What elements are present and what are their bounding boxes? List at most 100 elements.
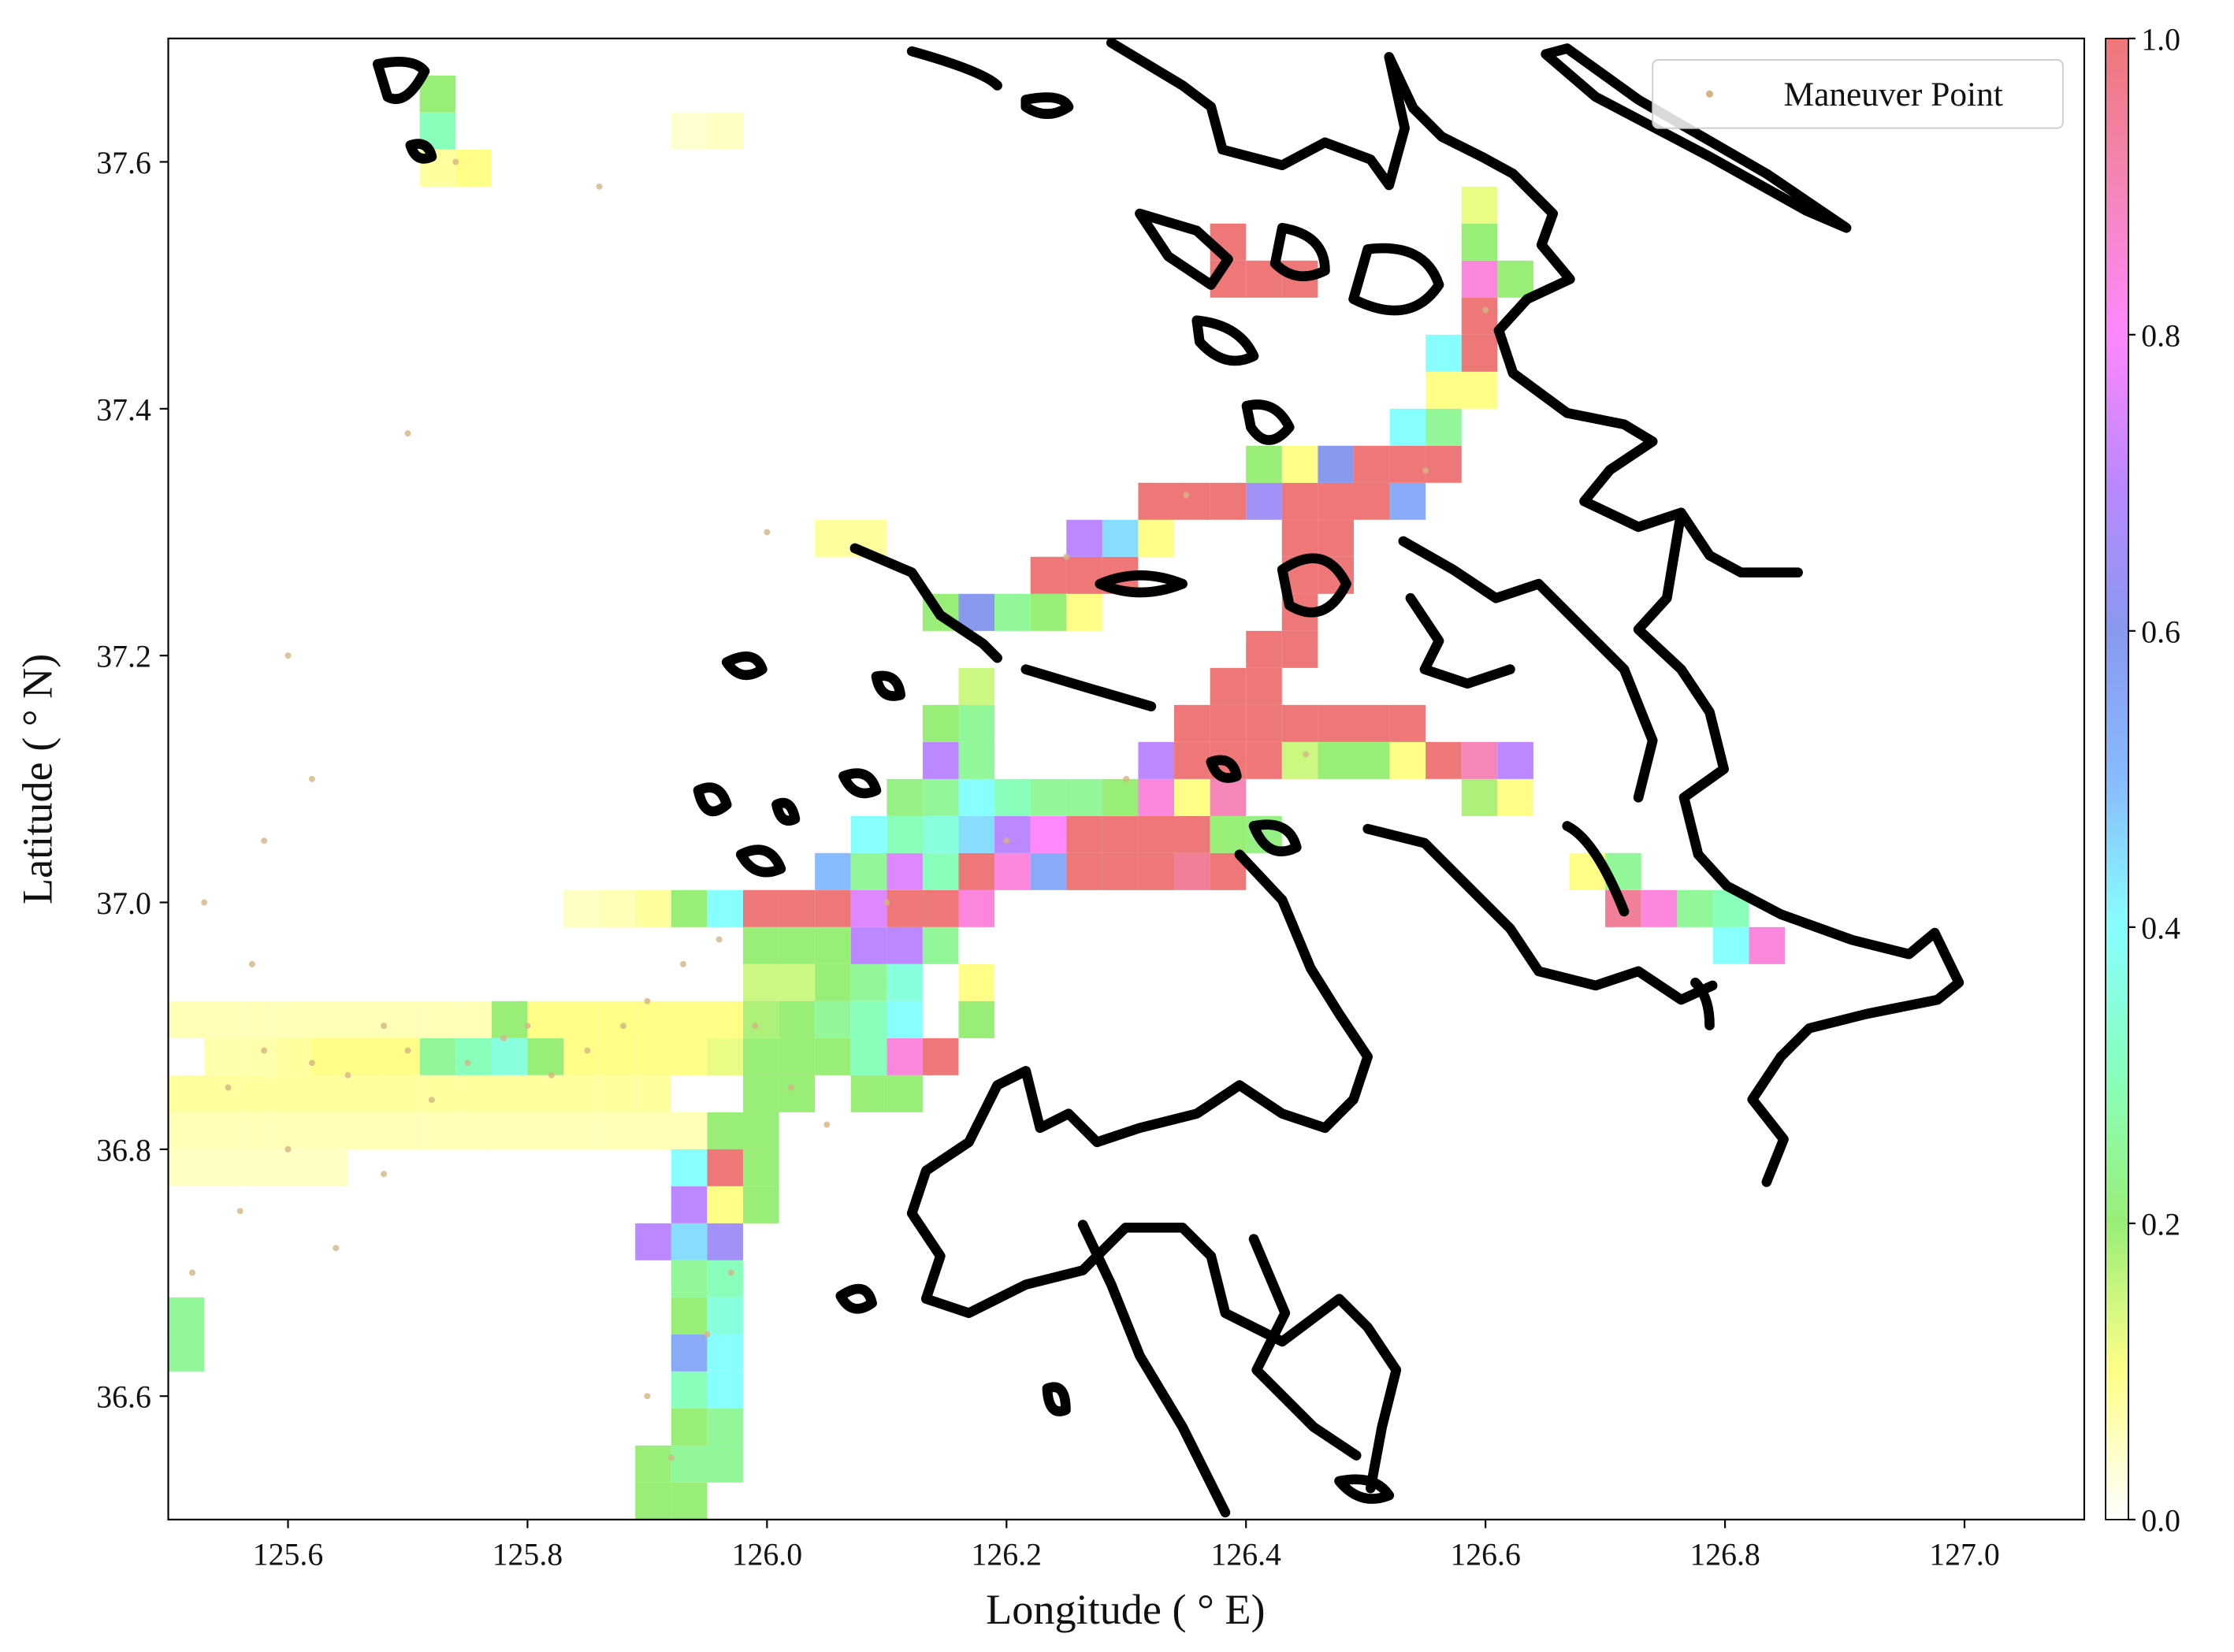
heat-cell: [1281, 741, 1318, 779]
heat-cell: [563, 1038, 600, 1075]
heat-cell: [1389, 445, 1426, 483]
heat-cell: [1712, 926, 1749, 964]
heat-cell: [1353, 445, 1390, 483]
maneuver-point: [764, 529, 771, 536]
heat-cell: [707, 1186, 743, 1223]
heat-cell: [994, 815, 1031, 853]
heat-cell: [348, 1112, 385, 1149]
heat-cell: [1066, 815, 1102, 853]
maneuver-point: [284, 1145, 292, 1153]
coastline: [849, 543, 1157, 711]
coastline: [1541, 43, 1852, 233]
heat-cell: [671, 1260, 708, 1297]
heat-cell: [707, 1000, 743, 1038]
heat-cell: [994, 852, 1031, 890]
heat-cell: [671, 1482, 708, 1520]
heat-cell: [958, 667, 995, 705]
coastline: [693, 652, 1302, 878]
y-tick-label: 37.2: [96, 640, 151, 674]
heat-cell: [419, 1112, 456, 1149]
heat-cell: [1497, 741, 1533, 779]
heat-cell: [1174, 704, 1210, 742]
maneuver-point: [381, 1023, 388, 1030]
heat-cell: [815, 963, 851, 1001]
heat-cell: [1641, 889, 1678, 927]
y-tick-label: 36.8: [96, 1133, 151, 1168]
heat-cell: [922, 815, 959, 853]
heat-cell: [1246, 482, 1282, 520]
heat-cell: [742, 1038, 779, 1075]
heat-cell: [887, 926, 923, 964]
maneuver-point: [584, 1047, 591, 1054]
maneuver-point: [716, 936, 723, 943]
heat-cell: [958, 741, 995, 779]
heat-cell: [1066, 593, 1102, 631]
heat-cell: [887, 889, 923, 927]
heat-cell: [1030, 852, 1067, 890]
heat-cell: [168, 1149, 205, 1186]
colorbar-tick-label: 0.8: [2141, 318, 2180, 353]
heat-cell: [850, 815, 887, 853]
heat-cell: [1066, 778, 1102, 816]
heat-cell: [922, 1038, 959, 1075]
maneuver-point: [261, 837, 268, 845]
x-tick-label: 126.8: [1689, 1538, 1760, 1572]
heat-cell: [1210, 704, 1247, 742]
heat-cell: [276, 1000, 312, 1038]
heat-cell: [1102, 519, 1139, 557]
heat-cell: [491, 1112, 528, 1149]
coastline: [1633, 507, 1965, 1187]
heat-cell: [599, 1000, 636, 1038]
heat-cell: [1318, 445, 1354, 483]
heat-cell: [1461, 297, 1498, 335]
heat-cell: [1461, 186, 1498, 224]
heat-cell: [958, 593, 995, 631]
maneuver-point: [823, 1121, 831, 1128]
heat-cell: [815, 889, 851, 927]
heat-cell: [742, 1075, 779, 1112]
colorbar-tick-label: 1.0: [2141, 22, 2180, 57]
heat-cell: [204, 1075, 240, 1112]
heat-cell: [1030, 815, 1067, 853]
heatmap: [168, 75, 1786, 1520]
heat-cell: [1461, 334, 1498, 372]
heat-cell: [1246, 445, 1282, 483]
colorbar: 0.0 0.2 0.4 0.6 0.8 1.0: [2105, 22, 2180, 1538]
maneuver-point: [428, 1097, 435, 1104]
heat-cell: [1389, 741, 1426, 779]
heat-cell: [671, 1149, 708, 1186]
maneuver-point: [787, 1084, 794, 1091]
heat-cell: [1461, 223, 1498, 261]
maneuver-point: [1063, 553, 1070, 560]
maneuver-point: [225, 1084, 232, 1091]
heat-cell: [1210, 667, 1247, 705]
heat-cell: [599, 1112, 636, 1149]
heat-cell: [204, 1000, 240, 1038]
heat-cell: [491, 1075, 528, 1112]
heat-cell: [779, 1000, 816, 1038]
heat-cell: [779, 1038, 816, 1075]
heat-cell: [1174, 778, 1210, 816]
y-tick-label: 37.0: [96, 886, 151, 921]
heat-cell: [671, 1112, 708, 1149]
heat-cell: [1389, 704, 1426, 742]
y-tick-label: 36.6: [96, 1380, 151, 1415]
heat-cell: [850, 1038, 887, 1075]
heat-cell: [635, 1038, 671, 1075]
heat-cell: [563, 1112, 600, 1149]
heat-cell: [276, 1149, 312, 1186]
heat-cell: [1138, 741, 1175, 779]
heat-cell: [1174, 741, 1210, 779]
x-tick-label: 126.4: [1210, 1538, 1281, 1572]
heat-cell: [958, 778, 995, 816]
heat-cell: [1246, 741, 1282, 779]
heat-cell: [887, 778, 923, 816]
heat-cell: [168, 1297, 205, 1335]
heat-cell: [384, 1075, 420, 1112]
heat-cell: [635, 1482, 671, 1520]
heat-cell: [1138, 482, 1175, 520]
heat-cell: [994, 778, 1031, 816]
heat-cell: [168, 1112, 205, 1149]
heat-cell: [887, 852, 923, 890]
